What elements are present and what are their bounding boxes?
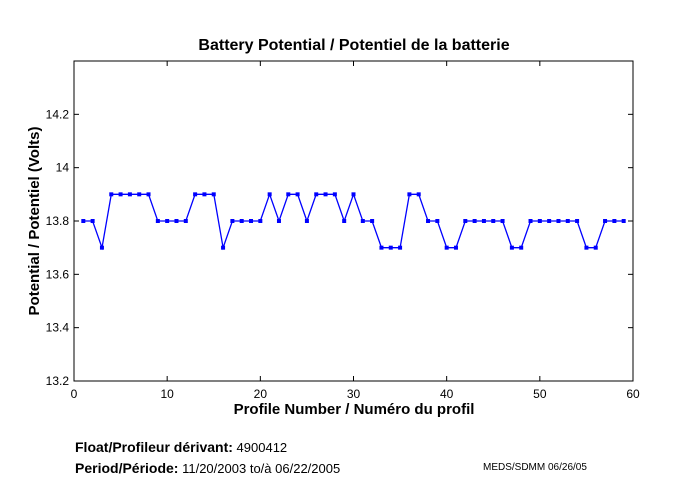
data-point — [453, 245, 458, 250]
data-point — [370, 219, 375, 223]
data-point — [174, 219, 179, 223]
data-point — [342, 219, 347, 223]
x-axis-label: Profile Number / Numéro du profil — [234, 401, 475, 418]
x-tick-label: 40 — [440, 387, 454, 401]
x-tick-label: 60 — [626, 387, 640, 401]
data-point — [258, 219, 263, 223]
data-point — [547, 219, 552, 223]
data-point — [463, 219, 468, 223]
data-point — [286, 192, 291, 197]
data-point — [230, 219, 235, 223]
data-point — [295, 192, 300, 197]
x-tick-label: 50 — [533, 387, 547, 401]
x-tick-label: 30 — [347, 387, 361, 401]
data-point — [416, 192, 421, 197]
data-point — [276, 219, 281, 223]
float-value: 4900412 — [236, 440, 288, 455]
data-point — [323, 192, 328, 197]
data-point — [360, 219, 365, 223]
y-tick-label: 13.6 — [46, 267, 70, 281]
data-point — [528, 219, 533, 223]
float-info: Float/Profileur dérivant: 4900412 — [75, 439, 287, 455]
data-point — [314, 192, 319, 197]
data-point — [193, 192, 198, 197]
data-point — [109, 192, 114, 197]
data-point — [444, 245, 449, 250]
credit-text: MEDS/SDMM 06/26/05 — [483, 462, 587, 473]
data-point — [593, 245, 598, 250]
data-point — [267, 192, 272, 197]
data-point — [239, 219, 244, 223]
period-start: 11/20/2003 — [182, 461, 247, 476]
data-point — [202, 192, 207, 197]
period-end: 06/22/2005 — [275, 461, 341, 476]
x-tick-label: 10 — [160, 387, 174, 401]
data-point — [304, 219, 309, 223]
data-point — [155, 219, 160, 223]
data-point — [379, 245, 384, 250]
data-point — [388, 245, 393, 250]
data-point — [575, 219, 580, 223]
data-point — [249, 219, 254, 223]
data-point — [500, 219, 505, 223]
data-point — [165, 219, 170, 223]
y-tick-label: 13.8 — [46, 214, 70, 228]
data-point — [146, 192, 151, 197]
data-point — [407, 192, 412, 197]
data-point — [351, 192, 356, 197]
chart-title: Battery Potential / Potentiel de la batt… — [198, 37, 509, 54]
y-tick-label: 14 — [56, 161, 70, 175]
series-line — [83, 192, 624, 251]
data-point — [435, 219, 440, 223]
data-point — [584, 245, 589, 250]
y-tick-label: 13.4 — [46, 321, 70, 335]
data-point — [612, 219, 617, 223]
data-point — [211, 192, 216, 197]
data-point — [481, 219, 486, 223]
period-label: Period/Période: — [75, 460, 179, 476]
data-point — [183, 219, 188, 223]
data-point — [221, 245, 226, 250]
data-point — [509, 245, 514, 250]
data-point — [127, 192, 132, 197]
period-to: to/à — [249, 461, 272, 476]
data-point — [519, 245, 524, 250]
data-point — [90, 219, 95, 223]
data-point — [118, 192, 123, 197]
float-label: Float/Profileur dérivant: — [75, 439, 233, 455]
data-point — [565, 219, 570, 223]
data-point — [426, 219, 431, 223]
data-point — [99, 245, 104, 250]
period-info: Period/Période: 11/20/2003 to/à 06/22/20… — [75, 460, 340, 476]
x-tick-label: 20 — [254, 387, 268, 401]
y-tick-label: 13.2 — [46, 374, 70, 388]
data-point — [332, 192, 337, 197]
y-tick-label: 14.2 — [46, 107, 70, 121]
data-point — [491, 219, 496, 223]
data-point — [137, 192, 142, 197]
data-point — [621, 219, 626, 223]
data-point — [398, 245, 403, 250]
data-point — [81, 219, 86, 223]
x-tick-label: 0 — [71, 387, 78, 401]
y-axis-label: Potential / Potentiel (Volts) — [26, 127, 43, 316]
data-point — [472, 219, 477, 223]
data-point — [603, 219, 608, 223]
data-point — [537, 219, 542, 223]
data-point — [556, 219, 561, 223]
